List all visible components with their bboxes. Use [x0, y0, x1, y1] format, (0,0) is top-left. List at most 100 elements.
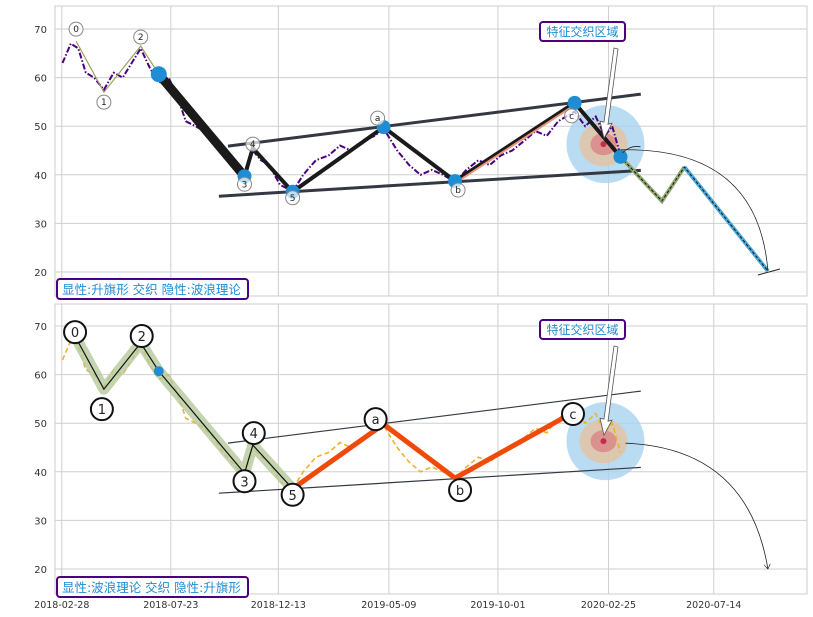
projection-arc-arrow — [625, 442, 767, 569]
pivot-point — [153, 366, 164, 377]
wave-label-circle — [89, 397, 114, 422]
wave-label-text: 0 — [73, 25, 79, 35]
y-tick-label: 50 — [34, 419, 47, 430]
plot-area — [54, 5, 808, 297]
pivot-point — [150, 66, 167, 83]
wave-abc-line — [291, 412, 571, 491]
wave-label-circle — [450, 182, 466, 198]
wave-label-circle — [63, 320, 88, 345]
pivot-point — [613, 149, 628, 164]
target-marker — [757, 268, 781, 276]
x-tick-label: 2020-02-25 — [581, 600, 636, 611]
y-tick-label: 20 — [34, 565, 47, 576]
y-tick-label: 50 — [34, 122, 47, 133]
wave-label-text: 5 — [288, 489, 296, 504]
wave-label-3: 3 — [232, 469, 257, 494]
wave-label-0: 0 — [63, 320, 88, 345]
wave-label-text: 5 — [290, 194, 296, 204]
x-tick-label: 2020-07-14 — [686, 600, 741, 611]
wave-bc-offset-line — [454, 104, 576, 185]
projection-arc-start — [622, 146, 641, 154]
y-tick-label: 70 — [34, 25, 47, 36]
annotation-arrow — [599, 345, 619, 437]
focus-region-center — [600, 438, 607, 445]
wave-label-circle — [561, 402, 585, 426]
wave-label-circle — [232, 469, 257, 494]
wave-label-circle — [237, 176, 253, 192]
wave-label-circle — [133, 29, 149, 45]
annotation-box — [539, 319, 626, 340]
wave-label-text: 3 — [240, 475, 248, 490]
y-tick-label: 40 — [34, 468, 47, 479]
legend-text: 显性:波浪理论 交织 隐性:升旗形 — [62, 580, 241, 595]
wave-label-circle — [564, 108, 580, 124]
wave-label-5: 5 — [280, 482, 305, 507]
legend-box-frame — [56, 576, 249, 598]
channel-upper-line — [227, 390, 641, 444]
x-tick-label: 2019-05-09 — [361, 600, 416, 611]
wave-label-b: b — [450, 182, 466, 198]
annotation-text: 特征交织区域 — [546, 322, 618, 337]
wave-label-text: 0 — [71, 326, 79, 341]
wave-label-circle — [68, 21, 84, 37]
wave-label-1: 1 — [89, 397, 114, 422]
wave-label-0: 0 — [68, 21, 84, 37]
legend-box-frame — [56, 278, 249, 300]
wave-label-a: a — [370, 110, 386, 126]
focus-region-center — [600, 141, 607, 148]
wave-label-circle — [245, 136, 261, 152]
wave-label-text: 3 — [242, 180, 248, 190]
pivot-point — [567, 95, 582, 110]
wave-label-circle — [280, 482, 305, 507]
x-tick-label: 2018-02-28 — [34, 600, 89, 611]
y-tick-label: 30 — [34, 516, 47, 527]
wave-label-4: 4 — [245, 136, 261, 152]
projection-dashed-line — [620, 156, 769, 272]
y-tick-label: 20 — [34, 268, 47, 279]
wave-label-2: 2 — [133, 29, 149, 45]
y-tick-label: 60 — [34, 371, 47, 382]
x-tick-label: 2019-10-01 — [470, 600, 525, 611]
wave-label-text: 4 — [250, 140, 256, 150]
y-tick-label: 40 — [34, 171, 47, 182]
wave-label-4: 4 — [241, 421, 266, 446]
wave-label-1: 1 — [96, 94, 112, 110]
wave-label-c: c — [564, 108, 580, 124]
annotation-feature-region: 特征交织区域 — [539, 21, 626, 140]
x-tick-label: 2018-12-13 — [251, 600, 306, 611]
wave-label-circle — [129, 324, 154, 349]
wave-label-text: c — [569, 408, 576, 423]
wave-label-text: c — [569, 112, 574, 122]
annotation-box — [539, 21, 626, 42]
wave-label-circle — [370, 110, 386, 126]
wave-label-text: 1 — [101, 98, 107, 108]
wave-label-circle — [363, 407, 388, 432]
wave-label-b: b — [448, 478, 473, 503]
wave-label-text: b — [456, 484, 464, 499]
y-tick-label: 60 — [34, 74, 47, 85]
wave-label-text: 4 — [250, 427, 258, 442]
wave-012-line — [75, 40, 160, 94]
wave-label-5: 5 — [285, 190, 301, 206]
annotation-arrow — [599, 47, 619, 140]
wave-label-circle — [241, 421, 266, 446]
x-tick-label: 2018-07-23 — [143, 600, 198, 611]
projection-arc — [620, 149, 769, 272]
wave-label-text: b — [455, 186, 461, 196]
annotation-feature-region: 特征交织区域 — [539, 319, 626, 437]
plot-area — [54, 303, 808, 595]
wave-label-3: 3 — [237, 176, 253, 192]
wave-label-text: a — [375, 114, 381, 124]
y-tick-label: 30 — [34, 219, 47, 230]
wave-label-circle — [448, 478, 473, 503]
wave-label-text: 2 — [138, 33, 144, 43]
y-tick-label: 70 — [34, 322, 47, 333]
annotation-text: 特征交织区域 — [546, 24, 618, 39]
wave-label-2: 2 — [129, 324, 154, 349]
wave-label-circle — [285, 190, 301, 206]
legend-text: 显性:升旗形 交织 隐性:波浪理论 — [62, 282, 241, 297]
wave-label-text: a — [372, 413, 380, 428]
wave-impulse-thick-line — [155, 71, 248, 180]
